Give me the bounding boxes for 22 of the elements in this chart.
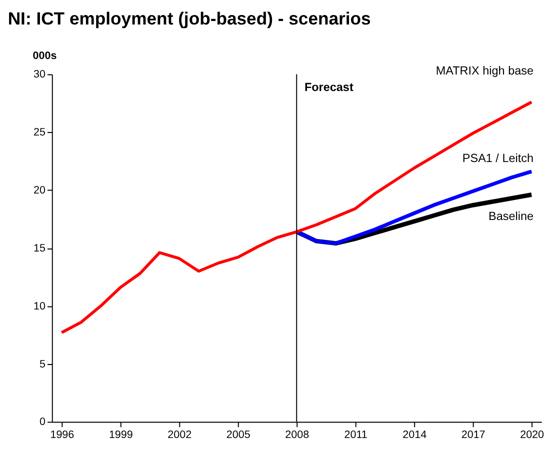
x-tick-label: 2014 xyxy=(402,428,427,441)
y-tick-label: 0 xyxy=(40,416,46,428)
x-tick-label: 2020 xyxy=(520,428,544,441)
chart-title: NI: ICT employment (job-based) - scenarios xyxy=(8,8,372,28)
text: MATRIX high base xyxy=(436,64,534,78)
y-tick-label: 5 xyxy=(40,358,46,370)
y-tick-label: 15 xyxy=(34,242,46,254)
series-label: PSA1 / Leitch xyxy=(462,152,534,165)
y-axis-title: 000s xyxy=(32,50,57,62)
x-tick-label: 2008 xyxy=(285,428,310,441)
x-tick-label: 2002 xyxy=(168,428,192,441)
series-label: Baseline xyxy=(488,210,534,224)
y-tick-label: 25 xyxy=(34,126,46,139)
x-tick-label: 2005 xyxy=(226,428,250,441)
y-tick-label: 30 xyxy=(34,68,46,81)
x-tick-label: 2017 xyxy=(461,428,486,441)
x-tick-label: 1996 xyxy=(50,428,74,441)
x-tick-label: 2011 xyxy=(344,428,368,441)
y-tick-label: 20 xyxy=(34,184,46,197)
y-tick-label: 10 xyxy=(34,300,46,312)
x-tick-label: 1999 xyxy=(108,428,133,441)
ref-line-label: Forecast xyxy=(304,80,354,94)
